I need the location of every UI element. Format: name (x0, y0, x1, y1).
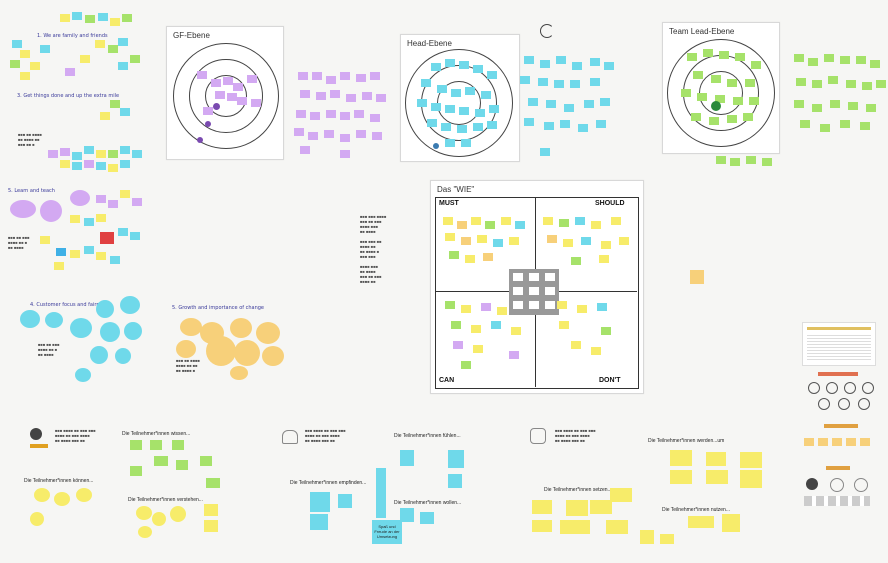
frame-gf-ebene[interactable]: GF-Ebene (166, 26, 284, 160)
thumbnail-icons (804, 372, 876, 416)
label-setzen: Die Teilnehmer*innen setzen...um (544, 487, 619, 493)
label-empfinden: Die Teilnehmer*innen empfinden... (290, 480, 367, 486)
section-title-extra-mile: 3. Get things done and up the extra mile (17, 93, 120, 99)
quadrant-dont: DON'T (599, 377, 621, 384)
frame-team-lead-ebene[interactable]: Team Lead-Ebene (662, 22, 780, 154)
label-wissen: Die Teilnehmer*innen wissen... (122, 431, 191, 437)
note-spass (372, 520, 402, 544)
label-koennen: Die Teilnehmer*innen können... (24, 478, 94, 484)
label-fuehlen: Die Teilnehmer*innen fühlen... (394, 433, 461, 439)
thumbnail-logos (802, 466, 874, 512)
frame-title-head: Head-Ebene (407, 39, 452, 48)
section-title-customer-focus: 4. Customer focus and fairness (30, 302, 108, 308)
quadrant-should: SHOULD (595, 200, 625, 207)
section-title-family: 1. We are family and friends (37, 33, 108, 39)
frame-das-wie[interactable]: Das "WIE" MUST SHOULD CAN DON'T (430, 180, 644, 394)
frame-title-gf: GF-Ebene (173, 31, 210, 40)
heart-icon (282, 430, 298, 444)
label-wollen: Die Teilnehmer*innen wollen... (394, 500, 462, 506)
label-verstehen: Die Teilnehmer*innen verstehen... (128, 497, 203, 503)
thumbnail-flow (804, 424, 876, 458)
loose-note-orange (690, 270, 704, 284)
label-nutzen: Die Teilnehmer*innen nutzen... (662, 507, 731, 513)
frame-head-ebene[interactable]: Head-Ebene (400, 34, 520, 162)
quadrant-must: MUST (439, 200, 459, 207)
hand-icon (530, 428, 546, 444)
section-title-growth: 5. Growth and importance of change (172, 305, 265, 311)
frame-title-wie: Das "WIE" (437, 185, 475, 194)
frame-title-team: Team Lead-Ebene (669, 27, 735, 36)
note-spass-text: Spaß und Freude an der Umsetzung (374, 524, 400, 539)
thumbnail-table[interactable] (802, 322, 876, 366)
cursor-hand-icon (540, 24, 554, 38)
label-werden: Die Teilnehmer*innen werden...um (648, 438, 725, 444)
quadrant-can: CAN (439, 377, 455, 384)
section-title-learn-teach: 5. Learn and teach (8, 188, 55, 194)
